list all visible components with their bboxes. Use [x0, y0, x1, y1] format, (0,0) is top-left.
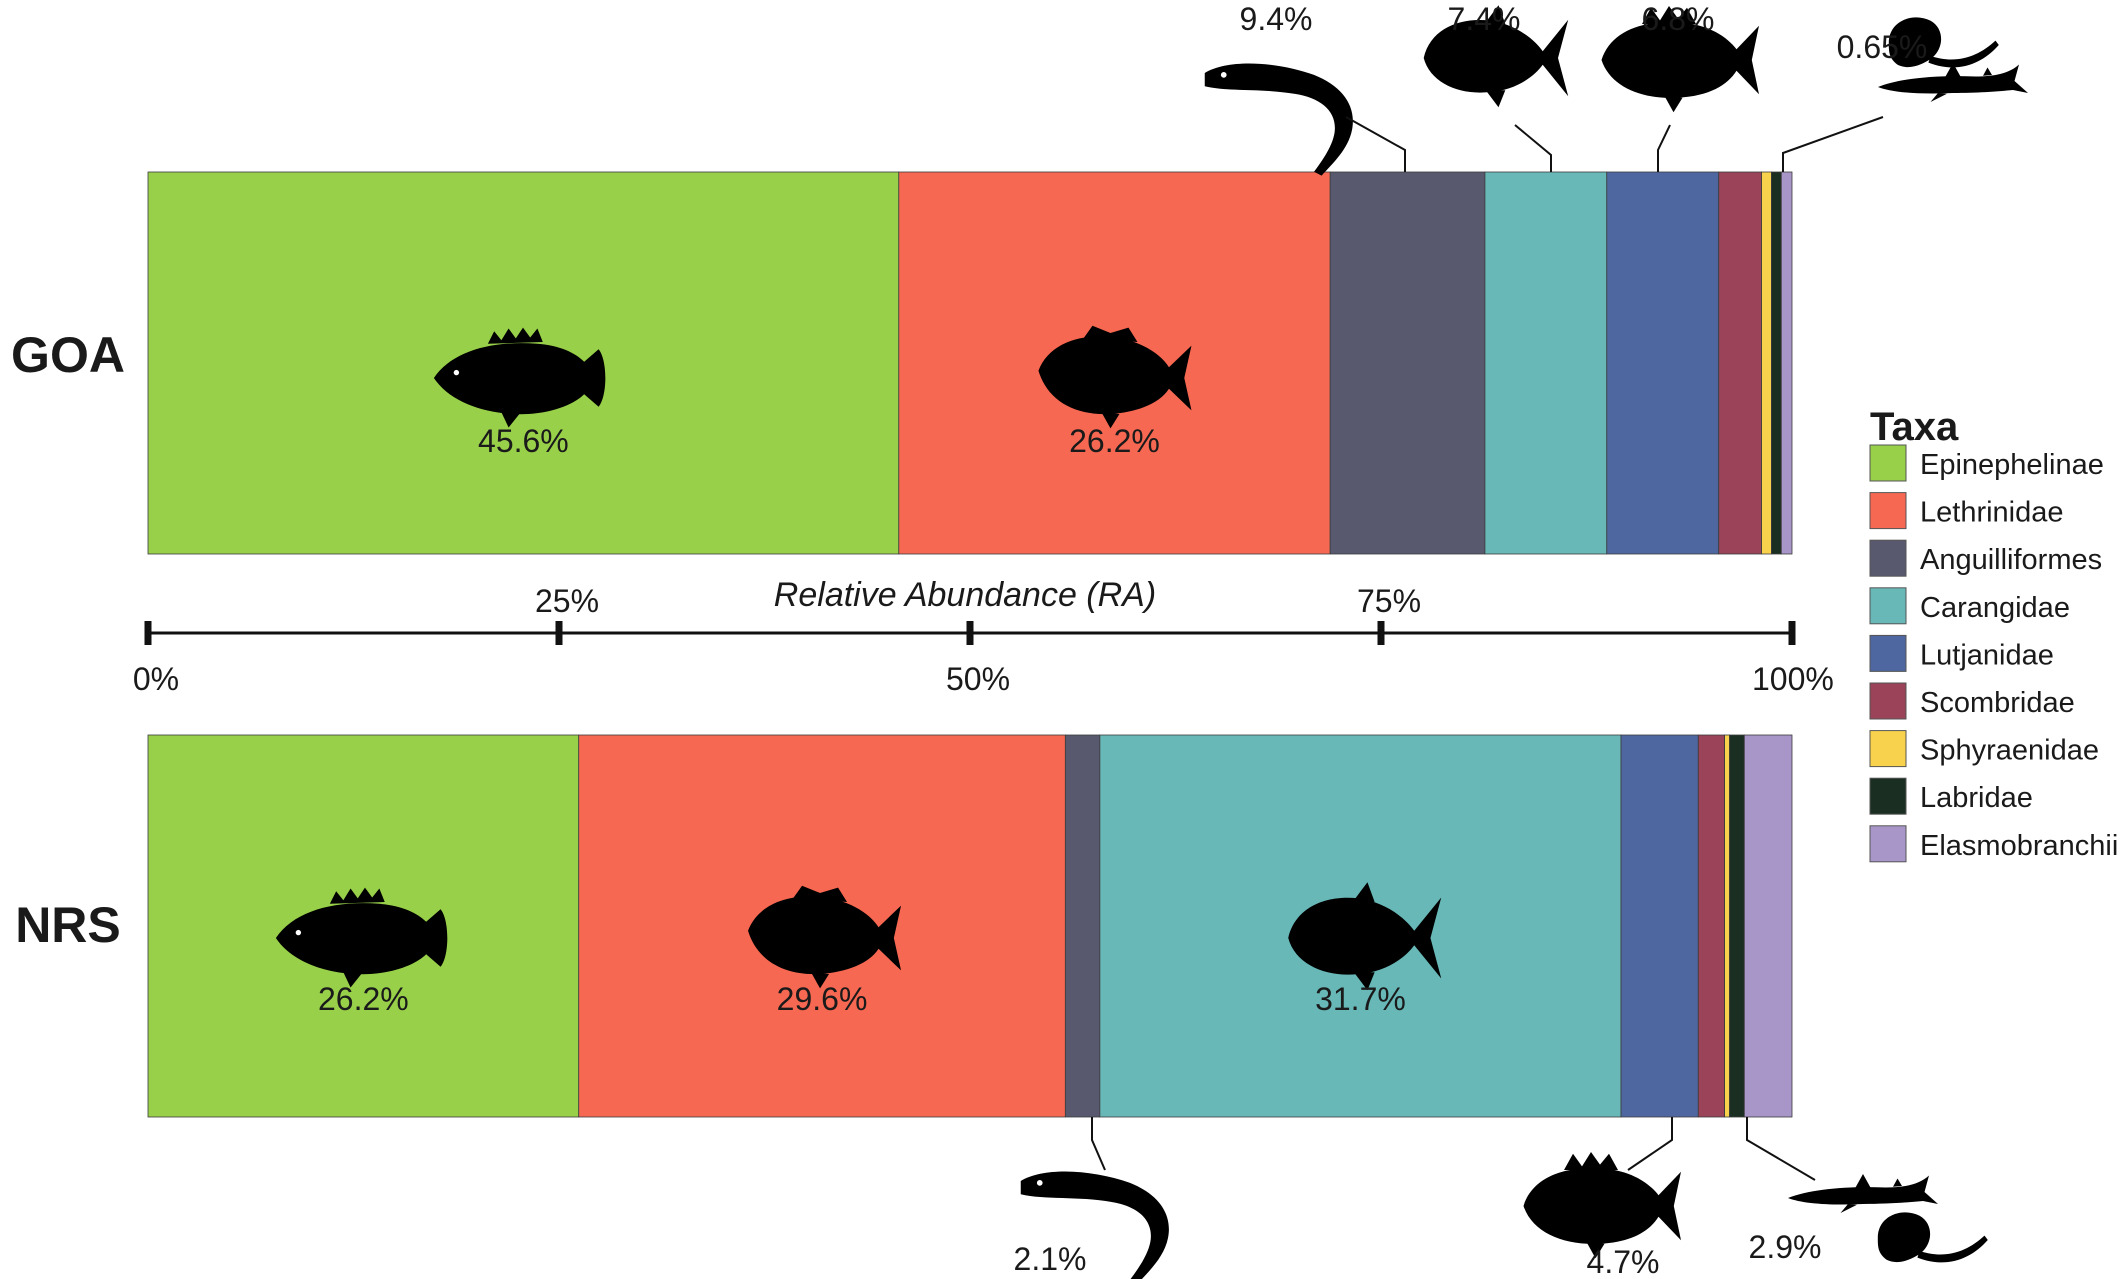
- x-tick-label: 75%: [1357, 583, 1421, 619]
- shark-ray-icon: [1788, 1174, 1938, 1213]
- ray-icon: [1877, 1212, 1988, 1263]
- bar-nrs-labridae: [1729, 734, 1745, 1118]
- leader-line-nrs-anguilliformes: [1091, 1117, 1106, 1171]
- bar-nrs-lutjanidae: [1620, 734, 1699, 1118]
- bar-goa-carangidae: [1484, 171, 1608, 555]
- legend-title: Taxa: [1870, 405, 1959, 449]
- legend-swatch-scombridae: [1869, 682, 1907, 720]
- legend-label-carangidae: Carangidae: [1920, 592, 2070, 624]
- bar-nrs-elasmobranchii: [1743, 734, 1793, 1118]
- legend-swatch-labridae: [1869, 777, 1907, 815]
- bar-nrs-sphyraenidae: [1724, 734, 1730, 1118]
- value-label-goa-elasmobranchii: 0.65%: [1837, 29, 1928, 65]
- snapper-icon: [1523, 1152, 1681, 1259]
- legend-label-scombridae: Scombridae: [1920, 687, 2075, 719]
- legend-swatch-anguilliformes: [1869, 539, 1907, 577]
- legend-label-sphyraenidae: Sphyraenidae: [1920, 735, 2099, 767]
- legend-label-lethrinidae: Lethrinidae: [1920, 497, 2064, 529]
- bar-goa-anguilliformes: [1329, 171, 1486, 555]
- leader-line-nrs-lutjanidae: [1627, 1117, 1673, 1171]
- legend-label-labridae: Labridae: [1920, 782, 2033, 814]
- x-tick-label: 0%: [133, 661, 179, 697]
- x-tick-label: 100%: [1752, 661, 1834, 697]
- x-axis-title: Relative Abundance (RA): [774, 576, 1156, 614]
- category-label-nrs: NRS: [15, 897, 121, 953]
- value-label-nrs-elasmobranchii: 2.9%: [1749, 1229, 1822, 1265]
- value-label-goa-epinephelinae: 45.6%: [478, 423, 569, 459]
- leader-line-nrs-elasmobranchii: [1746, 1117, 1816, 1181]
- legend-swatch-epinephelinae: [1869, 444, 1907, 482]
- value-label-nrs-anguilliformes: 2.1%: [1014, 1241, 1087, 1277]
- leader-line-goa-lutjanidae: [1657, 124, 1671, 172]
- value-label-nrs-epinephelinae: 26.2%: [318, 981, 409, 1017]
- shark-ray-icon: [1878, 63, 2028, 102]
- x-tick-label: 50%: [946, 661, 1010, 697]
- value-label-goa-anguilliformes: 9.4%: [1240, 1, 1313, 37]
- legend-swatch-lethrinidae: [1869, 492, 1907, 530]
- bar-goa-elasmobranchii: [1780, 171, 1793, 555]
- legend-swatch-sphyraenidae: [1869, 730, 1907, 768]
- value-label-nrs-lutjanidae: 4.7%: [1587, 1244, 1660, 1279]
- value-label-nrs-carangidae: 31.7%: [1315, 981, 1406, 1017]
- bar-goa-lutjanidae: [1606, 171, 1720, 555]
- eel-icon: [1204, 63, 1353, 176]
- value-label-nrs-lethrinidae: 29.6%: [777, 981, 868, 1017]
- leader-line-goa-carangidae: [1514, 124, 1552, 172]
- value-label-goa-lutjanidae: 6.8%: [1642, 1, 1715, 37]
- bar-nrs-scombridae: [1697, 734, 1725, 1118]
- legend-label-epinephelinae: Epinephelinae: [1920, 449, 2104, 481]
- legend-swatch-carangidae: [1869, 587, 1907, 625]
- bar-goa-sphyraenidae: [1761, 171, 1772, 555]
- legend-label-lutjanidae: Lutjanidae: [1920, 639, 2054, 671]
- legend-swatch-lutjanidae: [1869, 634, 1907, 672]
- legend-label-elasmobranchii: Elasmobranchii: [1920, 830, 2118, 862]
- bar-goa-scombridae: [1718, 171, 1762, 555]
- legend-swatch-elasmobranchii: [1869, 825, 1907, 863]
- category-label-goa: GOA: [11, 327, 125, 383]
- bar-nrs-anguilliformes: [1064, 734, 1101, 1118]
- value-label-goa-carangidae: 7.4%: [1448, 1, 1521, 37]
- leader-line-goa-elasmobranchii: [1782, 116, 1884, 172]
- value-label-goa-lethrinidae: 26.2%: [1069, 423, 1160, 459]
- legend-label-anguilliformes: Anguilliformes: [1920, 544, 2102, 576]
- leader-line-goa-anguilliformes: [1345, 116, 1406, 172]
- bar-goa-labridae: [1771, 171, 1782, 555]
- x-tick-label: 25%: [535, 583, 599, 619]
